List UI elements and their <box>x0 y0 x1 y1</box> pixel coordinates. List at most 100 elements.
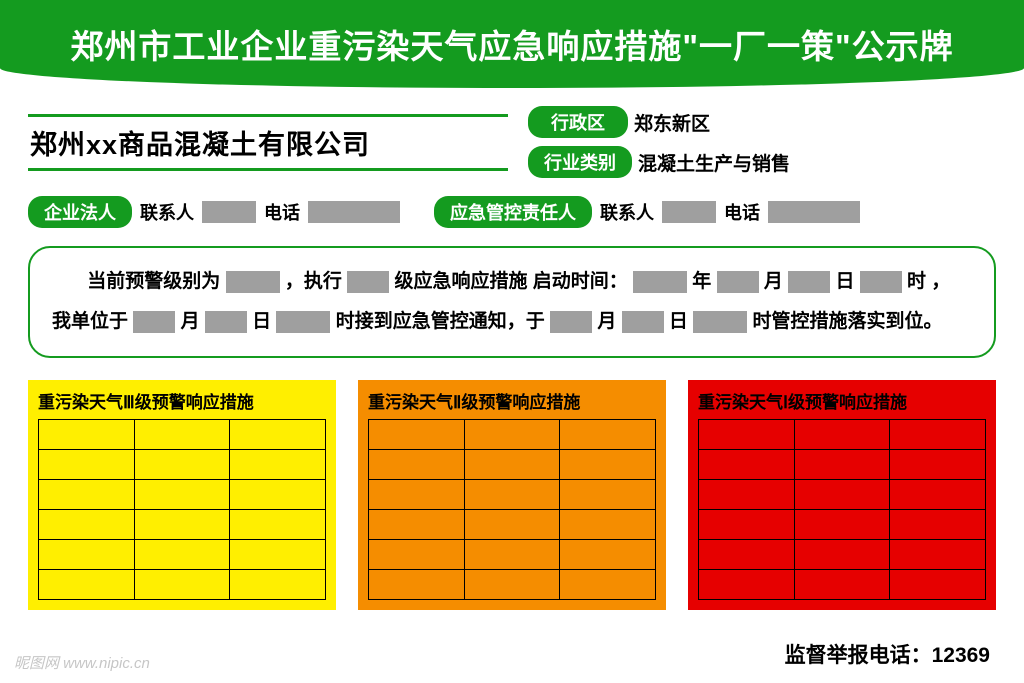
notice-month2: 月 <box>181 311 200 332</box>
notice-day2: 日 <box>252 311 271 332</box>
notice-t5: 时接到应急管控通知，于 <box>336 311 545 332</box>
phone-field-2[interactable] <box>768 201 860 223</box>
grid-cell[interactable] <box>39 419 135 449</box>
recv-hour-field[interactable] <box>276 311 330 333</box>
notice-t2: ，执行 <box>285 271 342 292</box>
response-table-level-3: 重污染天气Ⅲ级预警响应措施 <box>28 380 336 610</box>
grid-cell[interactable] <box>890 449 986 479</box>
tables-row: 重污染天气Ⅲ级预警响应措施重污染天气Ⅱ级预警响应措施重污染天气Ⅰ级预警响应措施 <box>28 380 996 610</box>
district-label-pill: 行政区 <box>528 106 628 138</box>
grid-cell[interactable] <box>794 509 890 539</box>
grid-cell[interactable] <box>369 509 465 539</box>
grid-cell[interactable] <box>890 419 986 449</box>
contact-name-field-1[interactable] <box>202 201 256 223</box>
grid-cell[interactable] <box>699 569 795 599</box>
grid-cell[interactable] <box>230 509 326 539</box>
company-block: 郑州xx商品混凝土有限公司 <box>28 114 508 171</box>
start-hour-field[interactable] <box>860 271 902 293</box>
district-line: 行政区 郑东新区 <box>528 106 996 138</box>
contact-label-1: 联系人 <box>140 199 194 225</box>
grid-cell[interactable] <box>134 449 230 479</box>
grid-cell[interactable] <box>369 539 465 569</box>
phone-field-1[interactable] <box>308 201 400 223</box>
footer-hotline: 监督举报电话：12369 <box>785 639 990 669</box>
grid-cell[interactable] <box>794 569 890 599</box>
grid-cell[interactable] <box>369 569 465 599</box>
impl-hour-field[interactable] <box>693 311 747 333</box>
header-banner: 郑州市工业企业重污染天气应急响应措施"一厂一策"公示牌 <box>0 0 1024 88</box>
grid-cell[interactable] <box>699 479 795 509</box>
contact-name-field-2[interactable] <box>662 201 716 223</box>
hotline-number: 12369 <box>932 644 990 667</box>
impl-day-field[interactable] <box>622 311 664 333</box>
notice-month3: 月 <box>597 311 616 332</box>
grid-cell[interactable] <box>230 569 326 599</box>
grid-cell[interactable] <box>699 419 795 449</box>
content-area: 郑州xx商品混凝土有限公司 行政区 郑东新区 行业类别 混凝土生产与销售 企业法… <box>0 88 1024 610</box>
notice-box: 当前预警级别为 ，执行 级应急响应措施 启动时间： 年 月 日 时 ， 我单位于… <box>28 246 996 358</box>
grid-cell[interactable] <box>890 509 986 539</box>
legal-person-pill: 企业法人 <box>28 196 132 228</box>
grid-cell[interactable] <box>134 539 230 569</box>
grid-cell[interactable] <box>369 419 465 449</box>
grid-cell[interactable] <box>890 479 986 509</box>
grid-cell[interactable] <box>699 539 795 569</box>
notice-t1: 当前预警级别为 <box>87 271 220 292</box>
response-grid <box>698 419 986 600</box>
contact-label-2: 联系人 <box>600 199 654 225</box>
grid-cell[interactable] <box>794 479 890 509</box>
industry-label-pill: 行业类别 <box>528 146 632 178</box>
grid-cell[interactable] <box>464 509 560 539</box>
grid-cell[interactable] <box>369 449 465 479</box>
start-day-field[interactable] <box>788 271 830 293</box>
grid-cell[interactable] <box>794 419 890 449</box>
grid-cell[interactable] <box>560 479 656 509</box>
grid-cell[interactable] <box>560 539 656 569</box>
grid-cell[interactable] <box>560 569 656 599</box>
grid-cell[interactable] <box>794 449 890 479</box>
grid-cell[interactable] <box>560 419 656 449</box>
start-month-field[interactable] <box>717 271 759 293</box>
grid-cell[interactable] <box>890 569 986 599</box>
grid-cell[interactable] <box>134 419 230 449</box>
exec-level-field[interactable] <box>347 271 389 293</box>
grid-cell[interactable] <box>464 419 560 449</box>
grid-cell[interactable] <box>39 539 135 569</box>
grid-cell[interactable] <box>230 479 326 509</box>
grid-cell[interactable] <box>230 419 326 449</box>
district-value: 郑东新区 <box>634 109 710 136</box>
grid-cell[interactable] <box>890 539 986 569</box>
notice-t4: 我单位于 <box>52 311 128 332</box>
notice-t6: 时管控措施落实到位。 <box>752 311 942 332</box>
impl-month-field[interactable] <box>550 311 592 333</box>
emergency-person-pill: 应急管控责任人 <box>434 196 592 228</box>
grid-cell[interactable] <box>39 569 135 599</box>
grid-cell[interactable] <box>699 449 795 479</box>
grid-cell[interactable] <box>464 449 560 479</box>
notice-hour: 时 <box>907 271 926 292</box>
recv-month-field[interactable] <box>133 311 175 333</box>
alert-level-field[interactable] <box>226 271 280 293</box>
grid-cell[interactable] <box>134 569 230 599</box>
industry-value: 混凝土生产与销售 <box>638 149 790 176</box>
grid-cell[interactable] <box>134 479 230 509</box>
grid-cell[interactable] <box>560 449 656 479</box>
grid-cell[interactable] <box>699 509 795 539</box>
grid-cell[interactable] <box>464 479 560 509</box>
grid-cell[interactable] <box>464 539 560 569</box>
grid-cell[interactable] <box>464 569 560 599</box>
grid-cell[interactable] <box>134 509 230 539</box>
grid-cell[interactable] <box>560 509 656 539</box>
recv-day-field[interactable] <box>205 311 247 333</box>
table-title: 重污染天气Ⅰ级预警响应措施 <box>698 388 986 413</box>
grid-cell[interactable] <box>369 479 465 509</box>
grid-cell[interactable] <box>794 539 890 569</box>
notice-day: 日 <box>835 271 854 292</box>
start-year-field[interactable] <box>633 271 687 293</box>
watermark-site: 昵图网 www.nipic.cn <box>14 652 150 673</box>
grid-cell[interactable] <box>230 449 326 479</box>
grid-cell[interactable] <box>230 539 326 569</box>
grid-cell[interactable] <box>39 509 135 539</box>
grid-cell[interactable] <box>39 449 135 479</box>
grid-cell[interactable] <box>39 479 135 509</box>
